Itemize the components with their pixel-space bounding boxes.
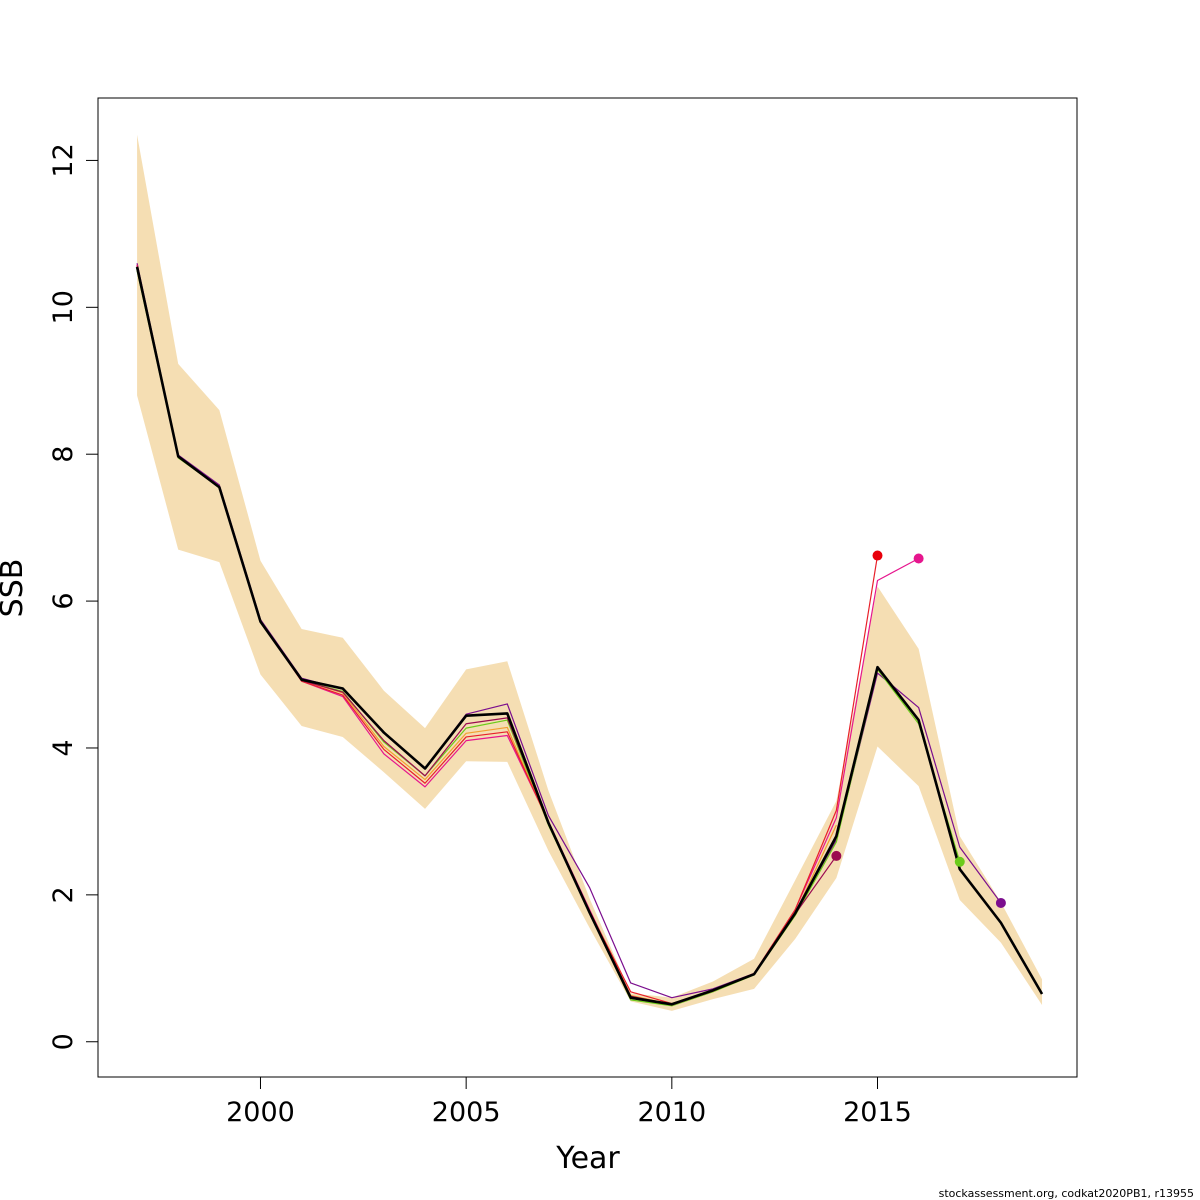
points-layer — [831, 550, 1006, 908]
data-point-3 — [954, 856, 965, 867]
series-line-0 — [135, 266, 1044, 1006]
footer-note: stockassessment.org, codkat2020PB1, r139… — [939, 1187, 1194, 1200]
x-axis: 2000 2005 2010 2015 — [226, 1076, 912, 1128]
confidence-band-layer — [137, 134, 1043, 1011]
data-point-1 — [872, 550, 883, 561]
series-line-6 — [136, 266, 837, 1005]
x-tick-label: 2000 — [226, 1097, 295, 1128]
y-tick-label: 8 — [48, 446, 79, 463]
series-line-4 — [136, 266, 837, 1005]
data-point-0 — [831, 850, 842, 861]
confidence-band — [137, 134, 1043, 1011]
x-axis-title: Year — [555, 1141, 620, 1176]
x-tick-label: 2005 — [432, 1097, 501, 1128]
x-tick-label: 2010 — [637, 1097, 706, 1128]
y-tick-label: 12 — [48, 143, 79, 177]
data-point-2 — [913, 553, 924, 564]
series-layer — [135, 263, 1044, 1007]
y-tick-label: 0 — [48, 1033, 79, 1050]
y-tick-label: 10 — [48, 290, 79, 324]
y-tick-label: 4 — [48, 739, 79, 756]
y-tick-label: 2 — [48, 886, 79, 903]
y-tick-label: 6 — [48, 592, 79, 609]
y-axis: 0 2 4 6 8 10 12 — [48, 143, 99, 1050]
y-axis-title: SSB — [0, 559, 30, 618]
x-tick-label: 2015 — [843, 1097, 912, 1128]
data-point-4 — [995, 897, 1006, 908]
